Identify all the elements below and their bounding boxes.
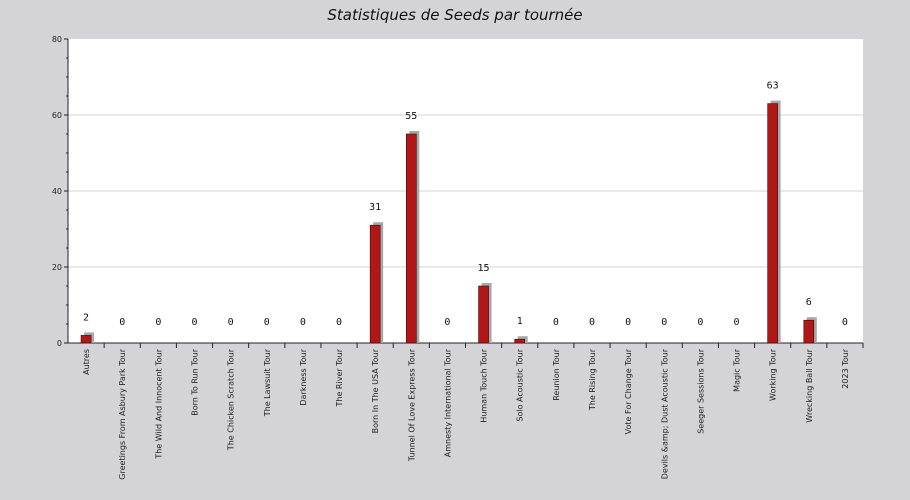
category-label: Autres xyxy=(82,349,91,375)
bar xyxy=(514,338,526,344)
category-label: Solo Acoustic Tour xyxy=(516,348,525,421)
value-label: 63 xyxy=(767,81,779,92)
value-label: 0 xyxy=(228,317,234,328)
value-label: 0 xyxy=(553,317,559,328)
category-label: Born In The USA Tour xyxy=(371,348,380,433)
y-tick-label: 40 xyxy=(52,187,62,196)
category-label: Magic Tour xyxy=(733,348,742,392)
category-label: Devils &amp; Dust Acoustic Tour xyxy=(660,348,669,479)
category-label: The Lawsuit Tour xyxy=(263,348,272,417)
value-label: 0 xyxy=(697,317,703,328)
y-tick-label: 0 xyxy=(57,339,62,348)
category-label: Born To Run Tour xyxy=(190,348,199,415)
chart-title: Statistiques de Seeds par tournée xyxy=(327,6,583,24)
bar xyxy=(369,224,381,344)
value-label: 0 xyxy=(119,317,125,328)
category-label: The Wild And Innocent Tour xyxy=(154,348,163,459)
value-label: 55 xyxy=(405,111,417,122)
category-label: Reunion Tour xyxy=(552,348,561,400)
y-tick-label: 20 xyxy=(52,263,62,272)
value-label: 0 xyxy=(589,317,595,328)
category-label: 2023 Tour xyxy=(841,348,850,388)
value-label: 0 xyxy=(264,317,270,328)
category-label: Tunnel Of Love Express Tour xyxy=(407,348,416,462)
bar xyxy=(80,335,92,344)
value-label: 1 xyxy=(517,316,523,327)
category-label: The River Tour xyxy=(335,348,344,407)
category-label: Seeger Sessions Tour xyxy=(696,348,705,433)
value-label: 0 xyxy=(842,317,848,328)
category-label: Darkness Tour xyxy=(299,348,308,405)
category-label: Wrecking Ball Tour xyxy=(805,348,814,422)
value-label: 0 xyxy=(444,317,450,328)
category-label: Human Touch Tour xyxy=(480,348,489,422)
category-label: Amnesty International Tour xyxy=(443,348,452,457)
category-label: The Chicken Scratch Tour xyxy=(227,348,236,451)
value-label: 6 xyxy=(806,297,812,308)
bar xyxy=(405,133,417,344)
value-label: 2 xyxy=(83,312,89,323)
y-tick-label: 80 xyxy=(52,35,62,44)
bar xyxy=(767,103,778,344)
value-label: 0 xyxy=(661,317,667,328)
category-label: Vote For Change Tour xyxy=(624,348,633,434)
category-label: Working Tour xyxy=(769,348,778,401)
value-label: 15 xyxy=(478,263,490,274)
category-label: Greetings From Asbury Park Tour xyxy=(118,348,127,479)
value-label: 0 xyxy=(300,317,306,328)
value-label: 0 xyxy=(191,317,197,328)
value-label: 31 xyxy=(369,202,381,213)
bar xyxy=(478,285,489,344)
value-label: 0 xyxy=(336,317,342,328)
y-tick-label: 60 xyxy=(52,111,62,120)
category-label: The Rising Tour xyxy=(588,348,597,411)
bar xyxy=(803,319,815,344)
value-label: 0 xyxy=(734,317,740,328)
value-label: 0 xyxy=(625,317,631,328)
value-label: 0 xyxy=(155,317,161,328)
